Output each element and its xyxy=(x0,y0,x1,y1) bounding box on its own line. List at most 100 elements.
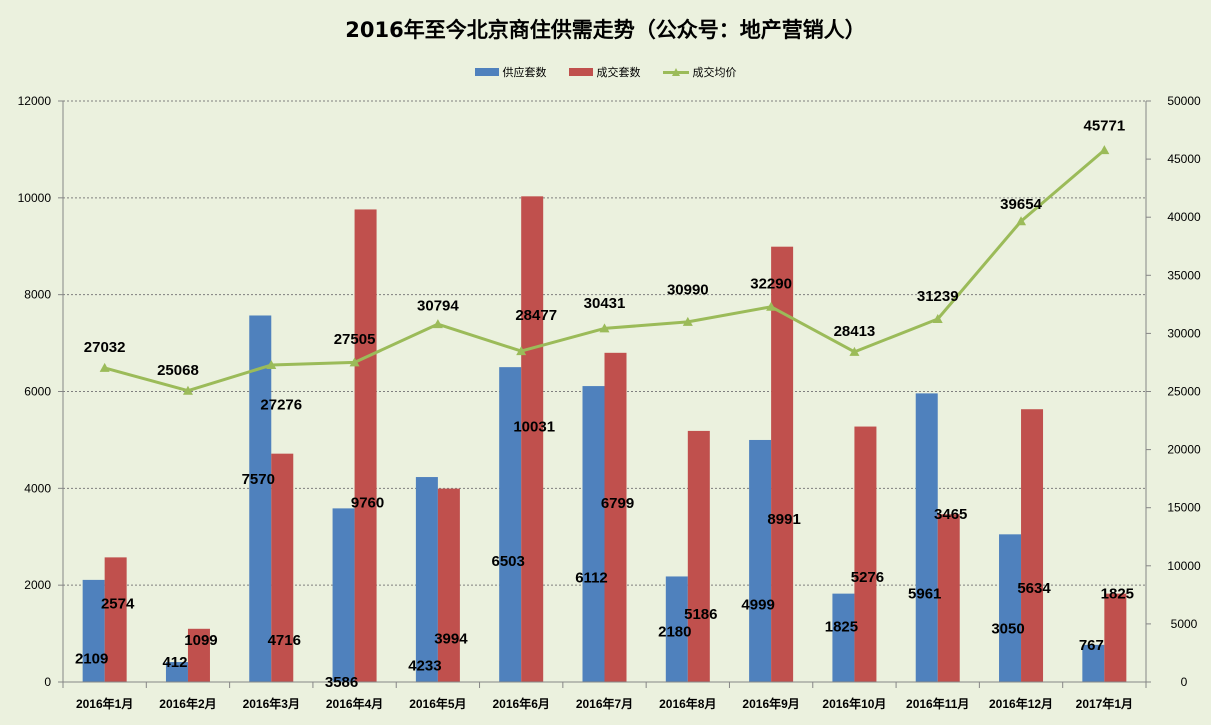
data-label-supply: 412 xyxy=(162,654,187,671)
marker-avg-price xyxy=(432,319,443,329)
y-tick-label-left: 12000 xyxy=(18,94,52,108)
bar-supply xyxy=(665,576,688,682)
data-label-deals: 1825 xyxy=(1101,586,1134,603)
data-label-deals: 8991 xyxy=(767,511,800,528)
bar-supply xyxy=(249,315,272,682)
x-tick-label: 2016年8月 xyxy=(659,696,716,711)
x-tick-label: 2016年1月 xyxy=(76,696,133,711)
data-label-deals: 5634 xyxy=(1017,580,1051,597)
x-tick-label: 2016年12月 xyxy=(989,696,1053,711)
data-label-avg-price: 30794 xyxy=(417,298,459,315)
marker-avg-price xyxy=(932,314,943,324)
y-tick-label-right: 40000 xyxy=(1167,210,1201,224)
data-label-deals: 5276 xyxy=(851,569,884,586)
data-label-avg-price: 27505 xyxy=(334,331,376,348)
x-tick-label: 2016年3月 xyxy=(243,696,300,711)
marker-avg-price xyxy=(682,316,693,326)
y-tick-label-right: 20000 xyxy=(1167,443,1201,457)
marker-avg-price xyxy=(849,346,860,356)
marker-avg-price xyxy=(266,360,277,370)
x-tick-label: 2016年5月 xyxy=(409,696,466,711)
bar-deals xyxy=(1104,593,1127,682)
data-label-supply: 2109 xyxy=(75,650,108,667)
x-tick-label: 2016年7月 xyxy=(576,696,633,711)
marker-avg-price xyxy=(599,323,610,333)
data-label-supply: 4233 xyxy=(408,657,441,674)
bar-supply xyxy=(915,393,938,682)
data-label-supply: 767 xyxy=(1079,637,1104,654)
bar-supply xyxy=(82,579,105,682)
data-label-supply: 3050 xyxy=(991,621,1024,638)
data-label-deals: 6799 xyxy=(601,495,634,512)
y-tick-label-left: 10000 xyxy=(18,191,52,205)
legend-item-deals: 成交套数 xyxy=(568,64,641,80)
bar-deals xyxy=(771,246,794,683)
data-label-deals: 3994 xyxy=(434,631,468,648)
bar-deals xyxy=(854,426,877,682)
data-label-supply: 3586 xyxy=(325,674,358,691)
legend: 供应套数 成交套数 成交均价 xyxy=(0,64,1211,80)
data-label-avg-price: 32290 xyxy=(750,276,792,293)
data-label-avg-price: 39654 xyxy=(1000,196,1042,213)
data-label-supply: 2180 xyxy=(658,624,691,641)
data-label-supply: 5961 xyxy=(908,585,941,602)
bar-supply xyxy=(999,534,1022,682)
data-label-avg-price: 28477 xyxy=(515,307,557,324)
marker-avg-price xyxy=(1016,216,1027,226)
data-label-deals: 1099 xyxy=(184,632,217,649)
y-tick-label-right: 30000 xyxy=(1167,326,1201,340)
y-tick-label-left: 8000 xyxy=(24,288,51,302)
bar-supply xyxy=(749,439,772,682)
y-tick-label-right: 15000 xyxy=(1167,501,1201,515)
legend-item-avg-price: 成交均价 xyxy=(662,64,737,80)
bar-supply xyxy=(415,477,438,682)
data-label-deals: 10031 xyxy=(513,418,555,435)
x-tick-label: 2016年4月 xyxy=(326,696,383,711)
data-label-deals: 2574 xyxy=(101,595,135,612)
y-tick-label-right: 50000 xyxy=(1167,94,1201,108)
bar-deals xyxy=(104,557,127,682)
y-tick-label-left: 6000 xyxy=(24,385,51,399)
x-tick-label: 2016年11月 xyxy=(906,696,969,711)
x-tick-label: 2016年9月 xyxy=(742,696,799,711)
legend-label-deals: 成交套数 xyxy=(596,66,641,79)
data-label-avg-price: 31239 xyxy=(917,288,959,305)
legend-label-supply: 供应套数 xyxy=(502,66,547,79)
bar-deals xyxy=(1021,409,1044,682)
data-label-avg-price: 28413 xyxy=(834,323,876,340)
bar-deals xyxy=(521,196,544,683)
legend-label-avg-price: 成交均价 xyxy=(692,66,737,79)
data-label-avg-price: 27032 xyxy=(84,339,126,356)
bar-supply xyxy=(582,386,605,682)
marker-avg-price xyxy=(349,357,360,367)
data-label-avg-price: 27276 xyxy=(260,397,302,414)
data-label-deals: 9760 xyxy=(351,494,384,511)
y-tick-label-left: 4000 xyxy=(24,481,51,495)
y-tick-label-right: 5000 xyxy=(1171,617,1198,631)
bar-supply xyxy=(165,662,188,682)
y-tick-label-right: 0 xyxy=(1181,675,1188,689)
marker-avg-price xyxy=(99,362,110,372)
y-tick-label-right: 25000 xyxy=(1167,385,1201,399)
bar-deals xyxy=(354,209,377,682)
y-tick-label-right: 35000 xyxy=(1167,268,1201,282)
data-label-supply: 6503 xyxy=(492,553,525,570)
legend-swatch-deals xyxy=(568,68,593,76)
y-tick-label-right: 10000 xyxy=(1167,559,1201,573)
chart-title: 2016年至今北京商住供需走势（公众号：地产营销人） xyxy=(345,18,866,42)
data-label-deals: 3465 xyxy=(934,506,967,523)
bar-deals xyxy=(187,628,210,682)
marker-avg-price xyxy=(182,385,193,395)
data-label-supply: 1825 xyxy=(825,619,858,636)
bar-supply xyxy=(1082,644,1105,682)
legend-item-supply: 供应套数 xyxy=(474,64,547,80)
bar-deals xyxy=(687,430,710,682)
data-label-avg-price: 30990 xyxy=(667,281,709,298)
x-tick-label: 2016年10月 xyxy=(822,696,886,711)
bar-supply xyxy=(499,367,522,682)
marker-avg-price xyxy=(766,301,777,311)
y-tick-label-left: 0 xyxy=(44,675,51,689)
data-label-supply: 6112 xyxy=(575,569,608,586)
